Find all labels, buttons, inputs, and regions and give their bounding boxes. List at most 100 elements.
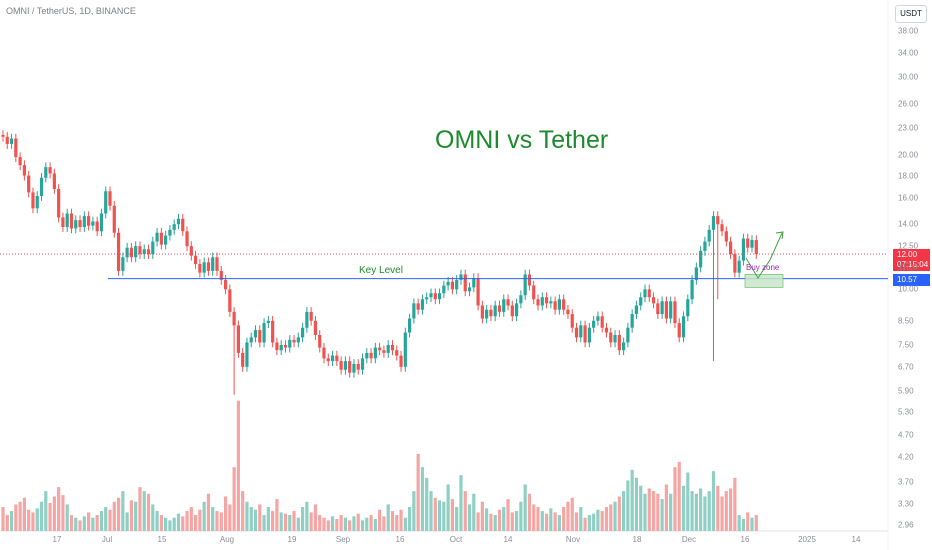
volume-bar bbox=[78, 520, 82, 531]
volume-bars bbox=[1, 400, 758, 531]
price-tick: 5.30 bbox=[898, 407, 914, 417]
volume-bar bbox=[544, 513, 549, 531]
candle-body bbox=[335, 355, 339, 362]
volume-bar bbox=[566, 501, 570, 531]
candle-body bbox=[459, 274, 463, 280]
volume-bar bbox=[14, 504, 18, 531]
candle-body bbox=[292, 339, 296, 343]
candle-body bbox=[356, 363, 360, 370]
candle-body bbox=[189, 246, 193, 256]
price-tick: 7.50 bbox=[898, 340, 914, 350]
volume-bar bbox=[18, 501, 22, 531]
candle-body bbox=[707, 229, 711, 242]
candle-body bbox=[741, 238, 746, 261]
volume-bar bbox=[348, 520, 352, 531]
volume-bar bbox=[420, 467, 425, 531]
volume-bar bbox=[403, 517, 407, 531]
volume-bar bbox=[549, 508, 553, 531]
buy-zone-box bbox=[744, 274, 784, 288]
candle-body bbox=[395, 350, 399, 356]
volume-bar bbox=[681, 485, 686, 531]
candle-body bbox=[348, 361, 352, 373]
time-tick: 2025 bbox=[798, 535, 816, 544]
volume-bar bbox=[262, 515, 266, 531]
candle-body bbox=[279, 345, 283, 351]
volume-bar bbox=[176, 513, 181, 531]
candle-body bbox=[519, 295, 523, 304]
volume-bar bbox=[27, 509, 31, 531]
price-tick: 18.00 bbox=[898, 171, 919, 181]
candle-body bbox=[455, 279, 459, 290]
volume-bar bbox=[733, 477, 737, 531]
candle-body bbox=[322, 347, 326, 359]
volume-bar bbox=[660, 499, 664, 531]
volume-bar bbox=[532, 504, 536, 531]
candle-body bbox=[288, 339, 292, 348]
candle-body bbox=[497, 305, 502, 312]
currency-button[interactable]: USDT bbox=[895, 5, 927, 23]
volume-bar bbox=[181, 516, 185, 531]
volume-bar bbox=[330, 516, 335, 531]
candle-body bbox=[382, 350, 386, 353]
candle-body bbox=[493, 305, 497, 317]
candle-body bbox=[699, 250, 703, 268]
candle-body bbox=[686, 299, 690, 317]
candle-body bbox=[544, 297, 549, 304]
volume-bar bbox=[121, 491, 125, 531]
volume-bar bbox=[669, 493, 673, 531]
volume-bar bbox=[515, 511, 519, 531]
price-tick: 38.00 bbox=[898, 26, 919, 36]
volume-bar bbox=[416, 453, 420, 531]
candle-body bbox=[365, 352, 369, 359]
volume-bar bbox=[151, 504, 155, 531]
volume-bar bbox=[737, 515, 741, 531]
candle-body bbox=[330, 355, 335, 362]
candle-body bbox=[262, 323, 266, 343]
volume-bar bbox=[446, 484, 450, 531]
candle-body bbox=[463, 274, 467, 292]
candle-body bbox=[425, 297, 429, 300]
candle-body bbox=[412, 303, 416, 319]
volume-bar bbox=[104, 507, 108, 531]
candle-body bbox=[159, 232, 163, 245]
volume-bar bbox=[253, 509, 258, 531]
candle-body bbox=[176, 218, 181, 225]
candle-body bbox=[283, 345, 288, 348]
candle-body bbox=[630, 314, 634, 328]
candle-body bbox=[181, 218, 185, 232]
price-tick: 3.30 bbox=[898, 499, 914, 509]
candle-body bbox=[562, 299, 566, 310]
volume-bar bbox=[707, 491, 711, 531]
volume-bar bbox=[600, 511, 604, 531]
volume-bar bbox=[630, 469, 634, 531]
volume-bar bbox=[587, 515, 591, 531]
candle-body bbox=[228, 289, 232, 312]
volume-bar bbox=[562, 507, 566, 531]
candle-body bbox=[9, 138, 14, 144]
candle-body bbox=[168, 229, 172, 236]
volume-bar bbox=[472, 493, 476, 531]
volume-bar bbox=[690, 491, 694, 531]
volume-bar bbox=[485, 508, 489, 531]
volume-bar bbox=[198, 509, 202, 531]
candle-body bbox=[258, 330, 262, 343]
candle-body bbox=[266, 320, 270, 324]
volume-bar bbox=[168, 520, 172, 531]
volume-bar bbox=[412, 491, 416, 531]
volume-bar bbox=[129, 500, 133, 531]
candle-body bbox=[249, 337, 253, 343]
volume-bar bbox=[52, 496, 56, 531]
price-tick: 23.00 bbox=[898, 123, 919, 133]
volume-bar bbox=[395, 515, 399, 531]
volume-bar bbox=[617, 496, 621, 531]
candle-body bbox=[489, 309, 493, 317]
candle-body bbox=[711, 216, 716, 230]
volume-bar bbox=[125, 512, 129, 531]
bar-countdown: 07:15:04 bbox=[897, 260, 929, 269]
candle-body bbox=[275, 342, 279, 351]
volume-bar bbox=[592, 513, 596, 531]
candle-body bbox=[116, 232, 121, 271]
candle-body bbox=[95, 221, 99, 232]
volume-bar bbox=[155, 511, 159, 531]
